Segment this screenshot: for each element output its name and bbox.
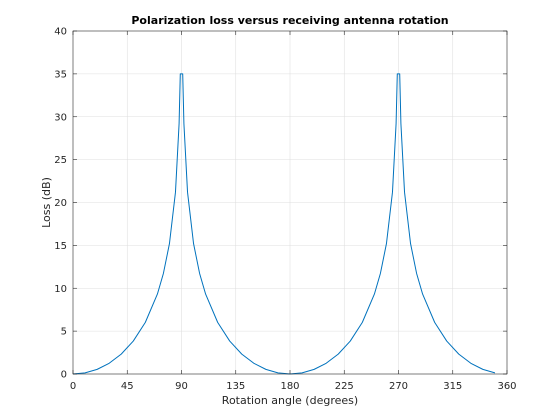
y-tick-label: 40	[54, 27, 67, 38]
x-tick-label: 0	[70, 381, 76, 392]
series-line	[72, 73, 496, 375]
y-tick-label: 20	[54, 198, 67, 209]
x-tick-label: 45	[121, 381, 134, 392]
y-axis-label: Loss (dB)	[40, 177, 53, 228]
x-tick-label: 90	[175, 381, 188, 392]
x-tick-label: 135	[226, 381, 245, 392]
ticks: 0 45 90 135 180 225 270 315 360 0 5 10 15 20 25 30 35 40	[54, 27, 516, 393]
grid	[73, 31, 507, 374]
x-tick-label: 225	[335, 381, 354, 392]
y-tick-label: 30	[54, 112, 67, 123]
x-tick-label: 270	[389, 381, 408, 392]
series-layer	[72, 73, 496, 375]
y-tick-label: 0	[61, 370, 67, 381]
y-tick-label: 15	[54, 241, 67, 252]
x-tick-label: 315	[443, 381, 462, 392]
y-tick-label: 25	[54, 155, 67, 166]
y-tick-label: 10	[54, 284, 67, 295]
chart-title: Polarization loss versus receiving anten…	[131, 14, 448, 27]
x-tick-label: 360	[497, 381, 516, 392]
x-axis-label: Rotation angle (degrees)	[222, 394, 358, 407]
y-tick-label: 35	[54, 69, 67, 80]
y-tick-label: 5	[61, 327, 67, 338]
x-tick-label: 180	[280, 381, 299, 392]
